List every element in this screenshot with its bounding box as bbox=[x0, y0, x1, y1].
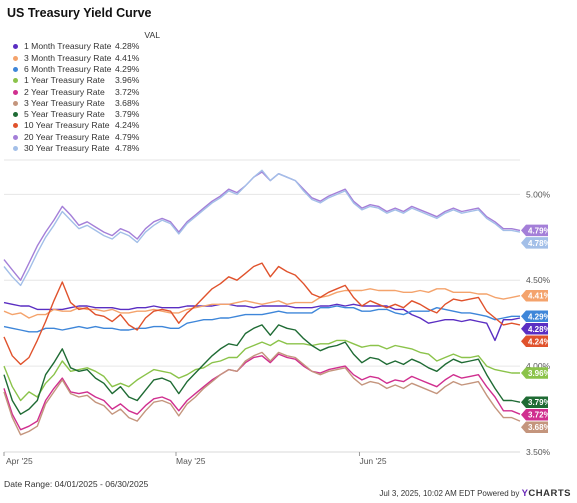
legend-dot-icon bbox=[13, 112, 18, 118]
end-value-tag bbox=[521, 408, 548, 421]
end-value-tag bbox=[521, 237, 548, 249]
legend-dot-icon bbox=[13, 123, 18, 129]
legend-series-name: 5 Year Treasury Rate bbox=[24, 109, 105, 120]
series-line[interactable] bbox=[3, 351, 521, 436]
legend-series-value: 3.96% bbox=[115, 75, 140, 86]
legend-series-name: 1 Month Treasury Rate bbox=[24, 41, 112, 52]
legend-series-value: 4.29% bbox=[115, 63, 140, 74]
legend-series-name: 1 Year Treasury Rate bbox=[24, 75, 105, 86]
x-tick-label: May '25 bbox=[176, 456, 206, 466]
legend-header: VAL bbox=[144, 30, 160, 40]
footer-timestamp: Jul 3, 2025, 10:02 AM EDT Powered by bbox=[379, 489, 520, 498]
legend-series-value: 4.28% bbox=[115, 41, 140, 52]
ycharts-logo-text: CHARTS bbox=[528, 488, 571, 499]
end-value-label: 3.96% bbox=[528, 369, 551, 378]
end-value-tag bbox=[521, 367, 548, 379]
legend-dot-icon bbox=[13, 146, 18, 151]
end-value-label: 4.41% bbox=[528, 292, 551, 301]
legend-dot-icon bbox=[13, 44, 18, 50]
legend-series-name: 2 Year Treasury Rate bbox=[24, 86, 105, 97]
end-value-labels: 4.79% 4.78% 4.41% 4.29% 4.28% 4.24% 3.96% 3.79%… bbox=[521, 224, 551, 433]
end-value-tag bbox=[521, 224, 548, 237]
legend-series-value: 3.72% bbox=[115, 86, 140, 97]
y-tick-label: 5.00% bbox=[526, 189, 551, 199]
legend-series-name: 30 Year Treasury Rate bbox=[24, 143, 110, 153]
y-axis-ticks: 3.50% 4.00% 4.50% 5.00% bbox=[526, 189, 551, 457]
footer: Jul 3, 2025, 10:02 AM EDT Powered by YCH… bbox=[379, 488, 571, 499]
end-value-tag bbox=[521, 289, 548, 302]
ycharts-logo-y: Y bbox=[521, 488, 529, 499]
legend-series-value: 4.41% bbox=[115, 52, 140, 63]
legend-series-value: 3.68% bbox=[115, 97, 140, 108]
legend-dot-icon bbox=[13, 66, 18, 72]
legend-series-value: 4.24% bbox=[115, 120, 140, 131]
legend-series-name: 10 Year Treasury Rate bbox=[24, 120, 110, 131]
series-line[interactable] bbox=[3, 262, 521, 366]
legend-series-name: 6 Month Treasury Rate bbox=[24, 63, 112, 74]
series-line[interactable] bbox=[3, 288, 521, 319]
y-tick-label: 4.50% bbox=[526, 275, 551, 285]
legend-dot-icon bbox=[13, 55, 18, 61]
end-value-label: 4.78% bbox=[528, 239, 551, 248]
grid-lines bbox=[4, 159, 520, 453]
series-line[interactable] bbox=[3, 169, 521, 287]
legend-dot-icon bbox=[13, 100, 18, 106]
end-value-tag bbox=[521, 335, 548, 348]
series-line[interactable] bbox=[3, 339, 520, 402]
series-lines bbox=[3, 169, 521, 436]
end-value-tag bbox=[521, 396, 548, 408]
ycharts-logo[interactable]: YCHARTS bbox=[522, 488, 571, 499]
chart-title: US Treasury Yield Curve bbox=[7, 6, 152, 20]
legend-dot-icon bbox=[13, 78, 18, 84]
series-line[interactable] bbox=[3, 353, 521, 431]
legend-series-name: 3 Year Treasury Rate bbox=[24, 97, 105, 108]
end-value-label: 3.72% bbox=[528, 411, 551, 420]
y-tick-label: 3.50% bbox=[526, 447, 551, 457]
date-range: Date Range: 04/01/2025 - 06/30/2025 bbox=[4, 479, 149, 489]
end-value-label: 4.28% bbox=[528, 325, 551, 334]
legend-series-name: 20 Year Treasury Rate bbox=[24, 131, 110, 142]
series-line[interactable] bbox=[3, 324, 521, 415]
legend-dot-icon bbox=[13, 134, 18, 140]
end-value-label: 4.24% bbox=[528, 337, 551, 346]
end-value-tag bbox=[521, 421, 548, 433]
x-tick-label: Apr '25 bbox=[6, 456, 33, 466]
y-tick-label: 4.00% bbox=[526, 361, 551, 371]
end-value-tag bbox=[521, 310, 548, 323]
end-value-tag bbox=[521, 323, 548, 335]
end-value-label: 3.79% bbox=[528, 398, 551, 407]
series-line[interactable] bbox=[3, 305, 520, 333]
series-line[interactable] bbox=[3, 301, 521, 342]
legend-dot-icon bbox=[13, 89, 18, 95]
end-value-label: 4.29% bbox=[528, 312, 551, 321]
end-value-label: 4.79% bbox=[528, 226, 551, 235]
legend-series-value: 4.78% bbox=[115, 143, 140, 153]
series-line[interactable] bbox=[3, 171, 521, 281]
legend-series-value: 3.79% bbox=[115, 109, 140, 120]
end-value-label: 3.68% bbox=[528, 423, 551, 432]
x-tick-label: Jun '25 bbox=[359, 456, 386, 466]
legend-series-name: 3 Month Treasury Rate bbox=[24, 52, 112, 63]
x-axis-ticks: Apr '25 May '25 Jun '25 bbox=[3, 452, 387, 466]
legend-series-value: 4.79% bbox=[115, 131, 140, 142]
